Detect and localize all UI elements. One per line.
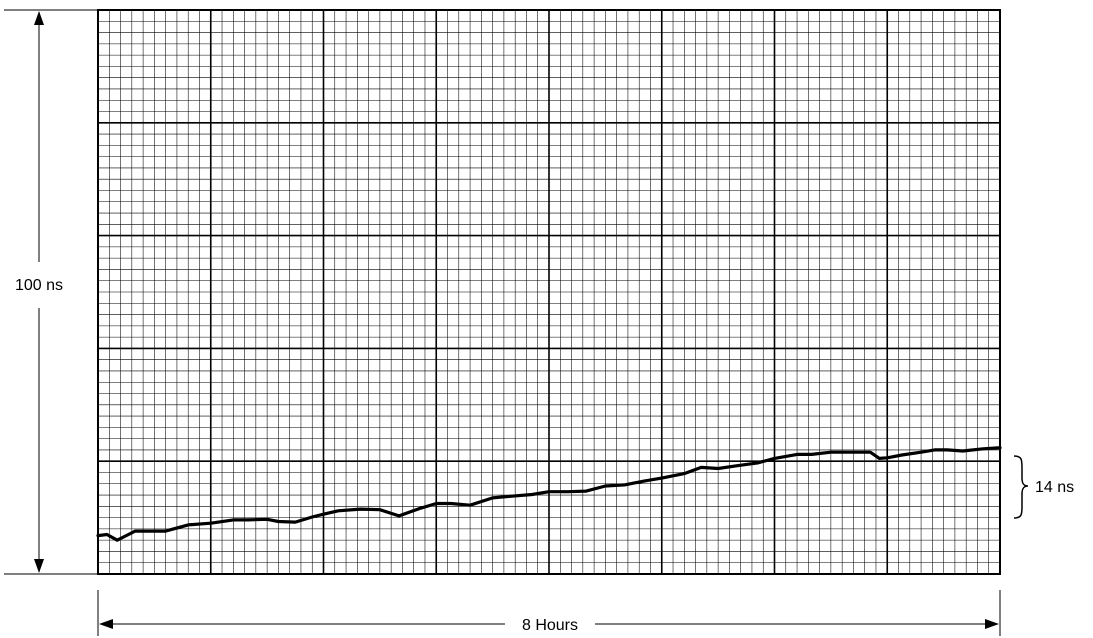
- range-brace: [1013, 455, 1029, 519]
- range-annotation: 14 ns: [1035, 479, 1074, 496]
- plot-border: [97, 9, 1001, 575]
- x-axis-label: 8 Hours: [522, 617, 578, 634]
- series-line: [96, 446, 1002, 542]
- y-axis-label: 100 ns: [15, 277, 63, 294]
